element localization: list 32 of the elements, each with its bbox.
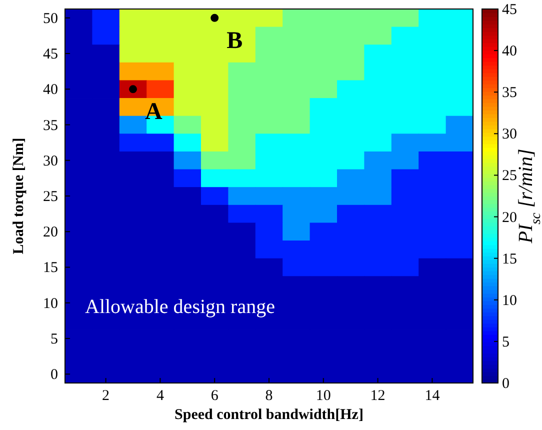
color-bar-label: 20 [502, 210, 517, 226]
annotation: Allowable design range [85, 296, 276, 318]
y-tick-label: 40 [43, 82, 58, 98]
x-tick-label: 2 [102, 388, 110, 404]
x-tick-label: 12 [370, 388, 386, 404]
x-tick-label: 14 [424, 388, 440, 404]
y-tick-label: 20 [43, 224, 58, 241]
y-tick-label: 35 [43, 118, 58, 134]
color-bar-label: 35 [502, 85, 517, 102]
x-axis-title: Speed control bandwidth[Hz] [174, 407, 364, 423]
color-bar-label: 0 [502, 376, 510, 392]
color-bar-label: 5 [502, 334, 510, 350]
x-tick-label: 4 [156, 388, 164, 404]
x-tick-label: 6 [210, 388, 219, 404]
y-tick-label: 50 [43, 10, 58, 27]
color-bar-label: 25 [502, 168, 517, 184]
x-tick-label: 8 [265, 388, 273, 404]
annotation: B [226, 28, 243, 54]
y-tick-label: 25 [43, 189, 58, 205]
y-tick-label: 10 [43, 296, 58, 312]
y-tick-label: 0 [50, 367, 58, 384]
y-tick-label: 15 [43, 260, 58, 276]
x-tick-label: 10 [316, 388, 331, 404]
color-bar-label: 15 [502, 251, 517, 268]
color-bar-label: 40 [502, 44, 517, 60]
color-bar-label: 10 [502, 292, 517, 309]
color-bar-label: 45 [502, 2, 517, 18]
y-axis-title: Load torque [Nm] [11, 138, 27, 254]
color-bar-label: 30 [502, 126, 517, 143]
y-tick-label: 30 [43, 153, 58, 170]
y-tick-label: 45 [43, 46, 58, 63]
y-tick-label: 5 [50, 331, 58, 348]
